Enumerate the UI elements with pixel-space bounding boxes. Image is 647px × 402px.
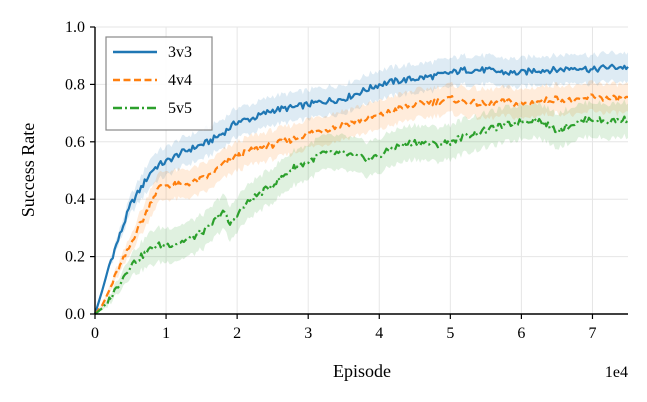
x-tick-label: 5: [446, 325, 454, 342]
y-tick-label: 0.6: [65, 134, 85, 151]
y-tick-label: 1.0: [65, 19, 85, 36]
y-axis-label: Success Rate: [18, 123, 38, 217]
series-line-5v5: [94, 115, 629, 315]
y-tick-label: 0.8: [65, 76, 85, 93]
x-tick-label: 2: [233, 325, 241, 342]
x-tick-label: 0: [91, 325, 99, 342]
confidence-bands: [95, 50, 628, 315]
axes: [90, 26, 628, 319]
legend: 3v3 4v4 5v5: [105, 36, 213, 131]
series-line-3v3: [93, 63, 629, 315]
x-tick-label: 1: [162, 325, 170, 342]
y-tick-label: 0.2: [65, 249, 85, 266]
x-tick-label: 7: [588, 325, 596, 342]
x-tick-label: 6: [517, 325, 525, 342]
legend-label-3v3: 3v3: [168, 44, 192, 61]
series-line-4v4: [94, 93, 629, 315]
series-lines: [93, 63, 629, 315]
x-tick-label: 3: [304, 325, 312, 342]
confidence-band-3v3: [95, 50, 628, 315]
legend-label-4v4: 4v4: [168, 72, 192, 89]
x-axis-exponent-label: 1e4: [605, 364, 628, 381]
confidence-band-5v5: [95, 99, 628, 314]
tick-labels: 0 1 2 3 4 5 6 7 0.0 0.2 0.4 0.6 0.8 1.0: [65, 19, 596, 342]
confidence-band-4v4: [95, 80, 628, 314]
x-axis-label: Episode: [333, 361, 391, 381]
y-tick-label: 0.4: [65, 191, 85, 208]
x-tick-label: 4: [375, 325, 383, 342]
y-tick-label: 0.0: [65, 306, 85, 323]
legend-label-5v5: 5v5: [168, 100, 192, 117]
